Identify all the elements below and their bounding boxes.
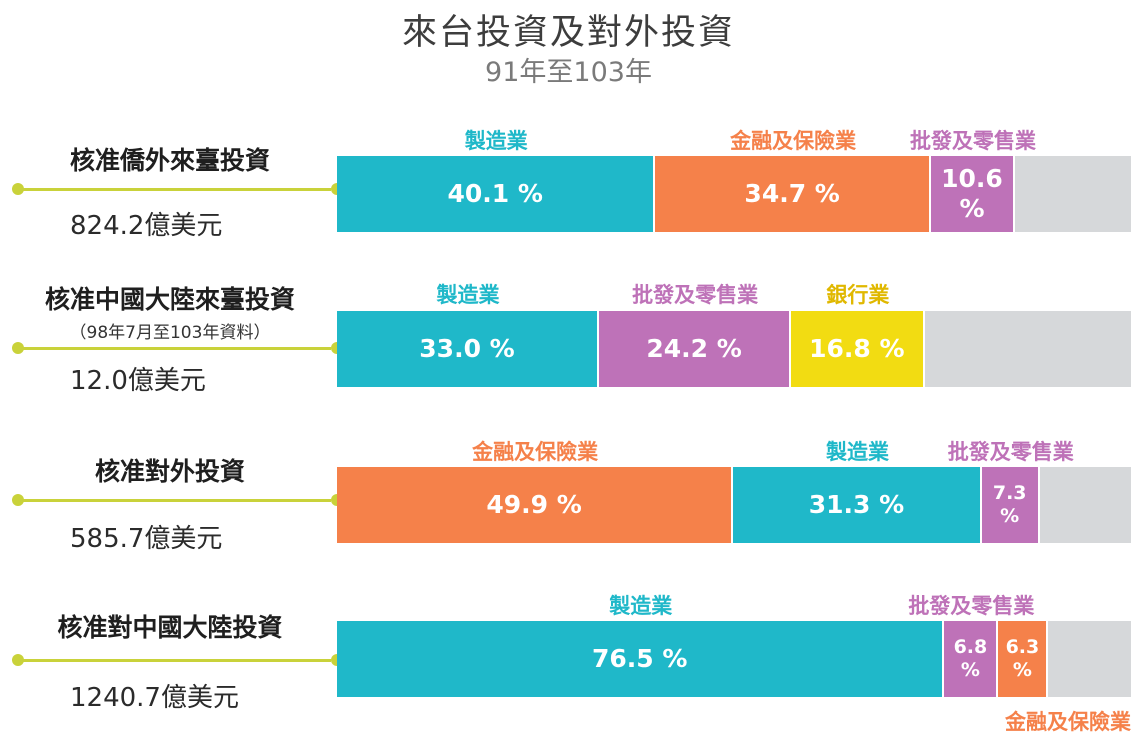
bar-segment: 6.8%	[944, 621, 999, 697]
connector-line	[18, 188, 331, 191]
bar-value-label: 31.3 %	[808, 490, 905, 519]
bar-segment: 24.2 %	[599, 311, 792, 387]
bar-segment: 33.0 %	[337, 311, 600, 387]
segment-category-label: 金融及保險業	[730, 129, 857, 153]
segment-category-label: 製造業	[464, 129, 528, 153]
segment-category-label: 批發及零售業	[947, 440, 1074, 464]
row-amount: 585.7億美元	[70, 524, 223, 554]
bar-segment: 34.7 %	[655, 156, 931, 232]
bar-value-label: 6.8	[953, 636, 988, 659]
segment-category-label: 批發及零售業	[632, 283, 759, 307]
row-label: 核准對外投資	[94, 457, 245, 486]
bar-segment: 7.3%	[981, 467, 1040, 543]
row-amount: 12.0億美元	[70, 366, 206, 396]
bar-value-label: %	[1012, 659, 1032, 681]
bar-segment-other	[1048, 621, 1131, 697]
segment-category-label: 製造業	[825, 440, 889, 464]
chart-subtitle: 91年至103年	[485, 57, 652, 88]
connector-dot	[12, 342, 24, 354]
bar-segment: 6.3%	[998, 621, 1049, 697]
connector-line	[18, 347, 331, 350]
bar-value-label: 49.9 %	[486, 490, 582, 519]
row-label: 核准中國大陸來臺投資	[44, 285, 295, 314]
segment-category-label: 批發及零售業	[909, 129, 1036, 153]
bar-value-label: 6.3	[1005, 636, 1040, 659]
segment-category-label: 金融及保險業	[472, 440, 599, 464]
segment-category-label: 製造業	[609, 594, 673, 618]
bar-value-label: 40.1 %	[447, 179, 543, 208]
bar-segment: 31.3 %	[733, 467, 982, 543]
bar-segment-other	[1039, 467, 1131, 543]
connector-dot	[12, 654, 24, 666]
bar-value-label: 10.6 %	[941, 164, 1003, 223]
segment-category-label: 批發及零售業	[908, 594, 1035, 618]
connector-line	[18, 659, 331, 662]
row-label: 核准對中國大陸投資	[57, 613, 283, 642]
row-label: 核准僑外來臺投資	[69, 146, 270, 175]
bar-value-label: 34.7 %	[744, 179, 840, 208]
bar-value-label: 33.0 %	[419, 334, 515, 363]
bar-value-label: 16.8 %	[809, 334, 905, 363]
bar-segment: 40.1 %	[337, 156, 656, 232]
bar-value-label: 7.3	[992, 482, 1027, 505]
bar-segment-other	[1015, 156, 1131, 232]
connector-dot	[12, 183, 24, 195]
segment-category-label: 製造業	[436, 283, 500, 307]
segment-category-label: 銀行業	[826, 283, 890, 307]
bar-segment: 49.9 %	[337, 467, 734, 543]
bar-value-label: %	[960, 659, 980, 681]
segment-category-label: 金融及保險業	[1005, 710, 1131, 734]
connector-line	[18, 499, 331, 502]
row-amount: 824.2億美元	[70, 211, 223, 241]
bar-segment: 16.8 %	[791, 311, 925, 387]
row-note: （98年7月至103年資料）	[69, 323, 271, 343]
row-amount: 1240.7億美元	[70, 683, 239, 713]
bar-segment: 10.6 %	[930, 156, 1016, 232]
bar-value-label: %	[1000, 505, 1020, 527]
bar-value-label: 24.2 %	[646, 334, 742, 363]
connector-dot	[12, 494, 24, 506]
bar-segment-other	[924, 311, 1131, 387]
bar-segment: 76.5 %	[337, 621, 945, 697]
chart-title: 來台投資及對外投資	[401, 13, 735, 53]
bar-value-label: 76.5 %	[591, 644, 688, 673]
